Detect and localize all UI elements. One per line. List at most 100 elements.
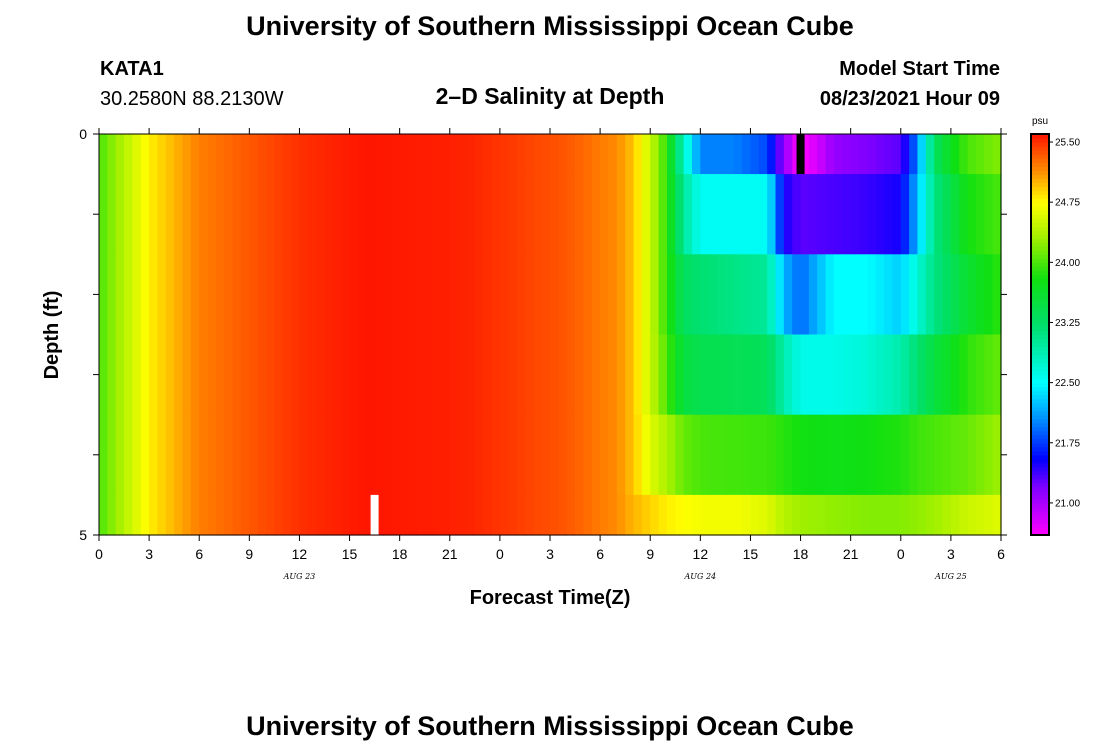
heatmap-cell xyxy=(950,254,960,336)
heatmap-cell xyxy=(182,494,192,536)
heatmap-cell xyxy=(357,414,367,496)
heatmap-cell xyxy=(341,254,351,336)
colorbar-swatch xyxy=(1031,286,1049,291)
heatmap-cell xyxy=(925,414,935,496)
heatmap-cell xyxy=(474,134,484,175)
heatmap-cell xyxy=(207,494,217,536)
heatmap-cell xyxy=(207,174,217,255)
colorbar-swatch xyxy=(1031,506,1049,512)
heatmap-cell xyxy=(775,174,785,255)
heatmap-cell xyxy=(165,134,175,175)
heatmap-cell xyxy=(767,174,777,255)
heatmap-cell xyxy=(984,134,994,175)
heatmap-cell xyxy=(817,174,827,255)
heatmap-cell xyxy=(708,414,718,496)
heatmap-cell xyxy=(884,134,894,175)
heatmap-cell xyxy=(984,494,994,536)
heatmap-cell xyxy=(332,174,342,255)
heatmap-cell xyxy=(132,134,142,175)
colorbar-swatch xyxy=(1031,206,1049,211)
colorbar-swatch xyxy=(1031,230,1049,235)
heatmap-cell xyxy=(132,494,142,536)
heatmap-cell xyxy=(725,494,735,536)
heatmap-cell xyxy=(909,174,919,255)
heatmap-cell xyxy=(641,494,651,536)
heatmap-cell xyxy=(99,254,108,336)
heatmap-cell xyxy=(733,254,743,336)
heatmap-cell xyxy=(934,414,944,496)
heatmap-cell xyxy=(550,254,559,336)
heatmap-cell xyxy=(817,334,827,416)
colorbar-tick-label: 22.50 xyxy=(1055,378,1080,389)
heatmap-cell xyxy=(758,134,768,175)
heatmap-cell xyxy=(157,494,167,536)
heatmap-cell xyxy=(700,174,710,255)
heatmap-cell xyxy=(174,334,184,416)
heatmap-cell xyxy=(232,254,242,336)
heatmap-cell xyxy=(382,334,392,416)
heatmap-cell xyxy=(99,134,108,175)
heatmap-cell xyxy=(341,134,351,175)
heatmap-cell xyxy=(207,414,217,496)
heatmap-cell xyxy=(616,254,626,336)
heatmap-cell xyxy=(800,414,810,496)
colorbar-swatch xyxy=(1031,498,1049,504)
heatmap-cell xyxy=(917,414,927,496)
heatmap-cell xyxy=(107,414,117,496)
heatmap-cell xyxy=(433,414,443,496)
heatmap-cell xyxy=(650,174,660,255)
heatmap-cell xyxy=(207,134,217,175)
heatmap-cell xyxy=(892,414,902,496)
heatmap-cell xyxy=(641,134,651,175)
heatmap-cell xyxy=(499,254,509,336)
heatmap-cell xyxy=(975,254,985,336)
heatmap-cell xyxy=(174,494,184,536)
heatmap-cell xyxy=(107,254,117,336)
heatmap-cell xyxy=(149,494,159,536)
heatmap-cell xyxy=(524,334,534,416)
heatmap-cell xyxy=(107,174,117,255)
colorbar-swatch xyxy=(1031,158,1049,163)
heatmap-cell xyxy=(575,494,585,536)
heatmap-cell xyxy=(817,254,827,336)
heatmap-cell xyxy=(717,414,726,496)
heatmap-cell xyxy=(165,494,175,536)
heatmap-cell xyxy=(859,334,868,416)
colorbar-swatch xyxy=(1031,246,1049,251)
heatmap-cell xyxy=(641,254,651,336)
heatmap-cell xyxy=(808,334,818,416)
heatmap-cell xyxy=(984,414,994,496)
heatmap-cell xyxy=(758,254,768,336)
heatmap-cell xyxy=(182,334,192,416)
heatmap-cell xyxy=(491,334,501,416)
colorbar-swatch xyxy=(1031,334,1049,340)
colorbar-tick-label: 21.00 xyxy=(1055,498,1080,509)
colorbar-swatch xyxy=(1031,438,1049,444)
heatmap-cell xyxy=(683,134,693,175)
heatmap-cell xyxy=(483,334,493,416)
colorbar-swatch xyxy=(1031,254,1049,259)
heatmap-cell xyxy=(825,334,835,416)
heatmap-cell xyxy=(700,134,710,175)
heatmap-cell xyxy=(884,494,894,536)
heatmap-cell xyxy=(850,334,860,416)
heatmap-cell xyxy=(474,254,484,336)
heatmap-cell xyxy=(975,134,985,175)
heatmap-cell xyxy=(433,254,443,336)
heatmap-cell xyxy=(199,174,209,255)
heatmap-cell xyxy=(199,414,209,496)
heatmap-cell xyxy=(909,134,919,175)
colorbar-swatch xyxy=(1031,262,1049,267)
heatmap-cell xyxy=(282,494,292,536)
heatmap-cell xyxy=(800,174,810,255)
colorbar-swatch xyxy=(1031,374,1049,380)
heatmap-cell xyxy=(800,134,810,175)
heatmap-cell xyxy=(691,254,701,336)
heatmap-cell xyxy=(591,334,601,416)
heatmap-cell xyxy=(466,414,476,496)
heatmap-cell xyxy=(541,414,551,496)
heatmap-cell xyxy=(424,334,434,416)
heatmap-cell xyxy=(591,134,601,175)
heatmap-cell xyxy=(474,334,484,416)
heatmap-cell xyxy=(550,134,559,175)
